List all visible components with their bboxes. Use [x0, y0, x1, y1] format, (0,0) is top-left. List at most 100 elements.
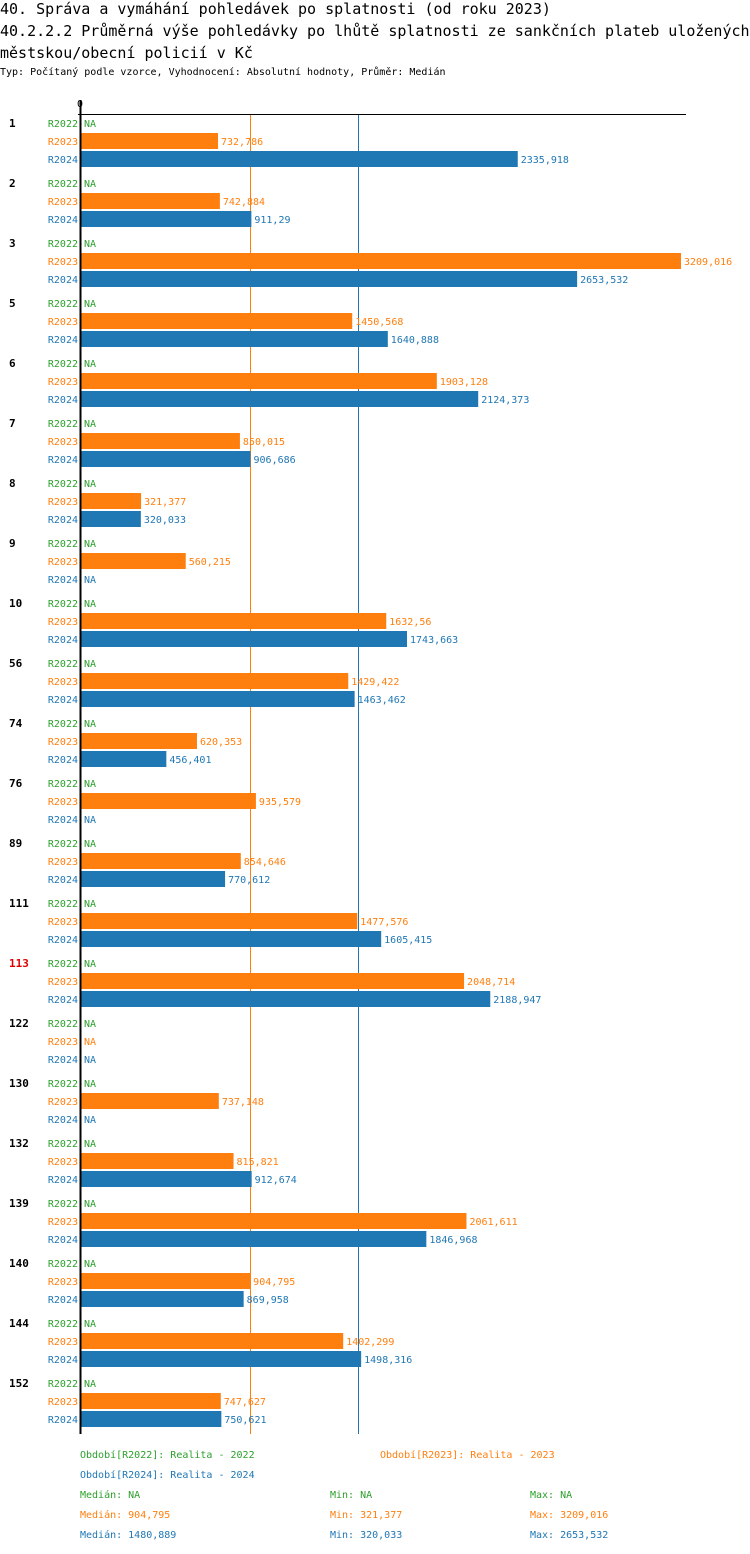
series-label: R2024: [48, 455, 78, 466]
bar-r2024: [81, 151, 518, 167]
report-title: 40. Správa a vymáhání pohledávek po spla…: [0, 0, 551, 18]
bar-r2024: [81, 1291, 244, 1307]
series-label: R2022: [48, 1259, 78, 1270]
data-label: 815,821: [237, 1157, 279, 1168]
legend-r2024: Období[R2024]: Realita - 2024: [80, 1470, 255, 1481]
bar-r2024: [81, 451, 251, 467]
bar-r2024: [81, 511, 141, 527]
bar-r2023: [81, 493, 142, 509]
category-label: 111: [9, 897, 29, 910]
series-label: R2023: [48, 437, 78, 448]
series-label: R2024: [48, 155, 78, 166]
stat-max-r2022: Max: NA: [530, 1490, 573, 1501]
na-label: NA: [84, 719, 96, 730]
bar-r2023: [81, 853, 241, 869]
data-label: 732,786: [221, 137, 263, 148]
na-label: NA: [84, 599, 96, 610]
series-label: R2024: [48, 1295, 78, 1306]
data-label: 935,579: [259, 797, 301, 808]
chart-title: 40.2.2.2 Průměrná výše pohledávky po lhů…: [0, 22, 750, 62]
bar-r2024: [81, 1171, 252, 1187]
data-label: 321,377: [144, 497, 186, 508]
bar-r2023: [81, 1273, 251, 1289]
na-label: NA: [84, 1259, 96, 1270]
stat-median-r2024: Medián: 1480,889: [80, 1530, 177, 1541]
na-label: NA: [84, 899, 96, 910]
bar-r2023: [81, 673, 349, 689]
data-label: 456,401: [169, 755, 211, 766]
data-label: 911,29: [254, 215, 290, 226]
series-label: R2022: [48, 359, 78, 370]
data-label: 1429,422: [351, 677, 399, 688]
chart-meta: Typ: Počítaný podle vzorce, Vyhodnocení:…: [0, 67, 446, 78]
na-label: NA: [84, 1019, 96, 1030]
series-label: R2023: [48, 497, 78, 508]
stat-median-r2023: Medián: 904,795: [80, 1510, 171, 1521]
series-label: R2022: [48, 779, 78, 790]
stat-min-r2022: Min: NA: [330, 1490, 373, 1501]
bar-r2023: [81, 973, 465, 989]
series-label: R2024: [48, 635, 78, 646]
na-label: NA: [84, 179, 96, 190]
series-label: R2023: [48, 1397, 78, 1408]
series-label: R2024: [48, 215, 78, 226]
na-label: NA: [84, 839, 96, 850]
series-label: R2023: [48, 137, 78, 148]
category-label: 113: [9, 957, 29, 970]
na-label: NA: [84, 539, 96, 550]
data-label: 770,612: [228, 875, 270, 886]
bar-r2023: [81, 133, 219, 149]
series-label: R2022: [48, 1139, 78, 1150]
bar-r2024: [81, 1411, 222, 1427]
na-label: NA: [84, 419, 96, 430]
bar-r2023: [81, 613, 387, 629]
series-label: R2024: [48, 695, 78, 706]
bar-r2023: [81, 1213, 467, 1229]
bar-r2023: [81, 733, 197, 749]
series-label: R2022: [48, 119, 78, 130]
na-label: NA: [84, 1037, 96, 1048]
data-label: 854,646: [244, 857, 286, 868]
series-label: R2024: [48, 575, 78, 586]
na-label: NA: [84, 959, 96, 970]
na-label: NA: [84, 1055, 96, 1066]
series-label: R2023: [48, 1037, 78, 1048]
category-label: 56: [9, 657, 23, 670]
data-label: 1632,56: [389, 617, 431, 628]
series-label: R2023: [48, 737, 78, 748]
series-label: R2024: [48, 1415, 78, 1426]
na-label: NA: [84, 239, 96, 250]
na-label: NA: [84, 479, 96, 490]
series-label: R2023: [48, 1157, 78, 1168]
category-label: 2: [9, 177, 16, 190]
data-label: 1477,576: [360, 917, 408, 928]
series-label: R2023: [48, 197, 78, 208]
bar-r2023: [81, 1153, 234, 1169]
series-label: R2023: [48, 797, 78, 808]
data-label: 2061,611: [469, 1217, 517, 1228]
series-label: R2022: [48, 1199, 78, 1210]
bar-r2023: [81, 433, 240, 449]
bar-r2024: [81, 1351, 362, 1367]
na-label: NA: [84, 815, 96, 826]
data-label: 320,033: [144, 515, 186, 526]
category-label: 8: [9, 477, 16, 490]
na-label: NA: [84, 119, 96, 130]
series-label: R2023: [48, 617, 78, 628]
bar-r2024: [81, 211, 252, 227]
data-label: 1498,316: [364, 1355, 412, 1366]
stat-min-r2023: Min: 321,377: [330, 1510, 403, 1521]
series-label: R2024: [48, 935, 78, 946]
bar-r2023: [81, 553, 186, 569]
bar-r2024: [81, 1231, 427, 1247]
bar-r2024: [81, 391, 479, 407]
data-label: 2335,918: [521, 155, 569, 166]
data-label: 1463,462: [358, 695, 406, 706]
series-label: R2022: [48, 479, 78, 490]
series-label: R2024: [48, 815, 78, 826]
series-label: R2022: [48, 1379, 78, 1390]
data-label: 1640,888: [391, 335, 439, 346]
na-label: NA: [84, 359, 96, 370]
data-label: 3209,016: [684, 257, 732, 268]
bar-r2024: [81, 751, 167, 767]
